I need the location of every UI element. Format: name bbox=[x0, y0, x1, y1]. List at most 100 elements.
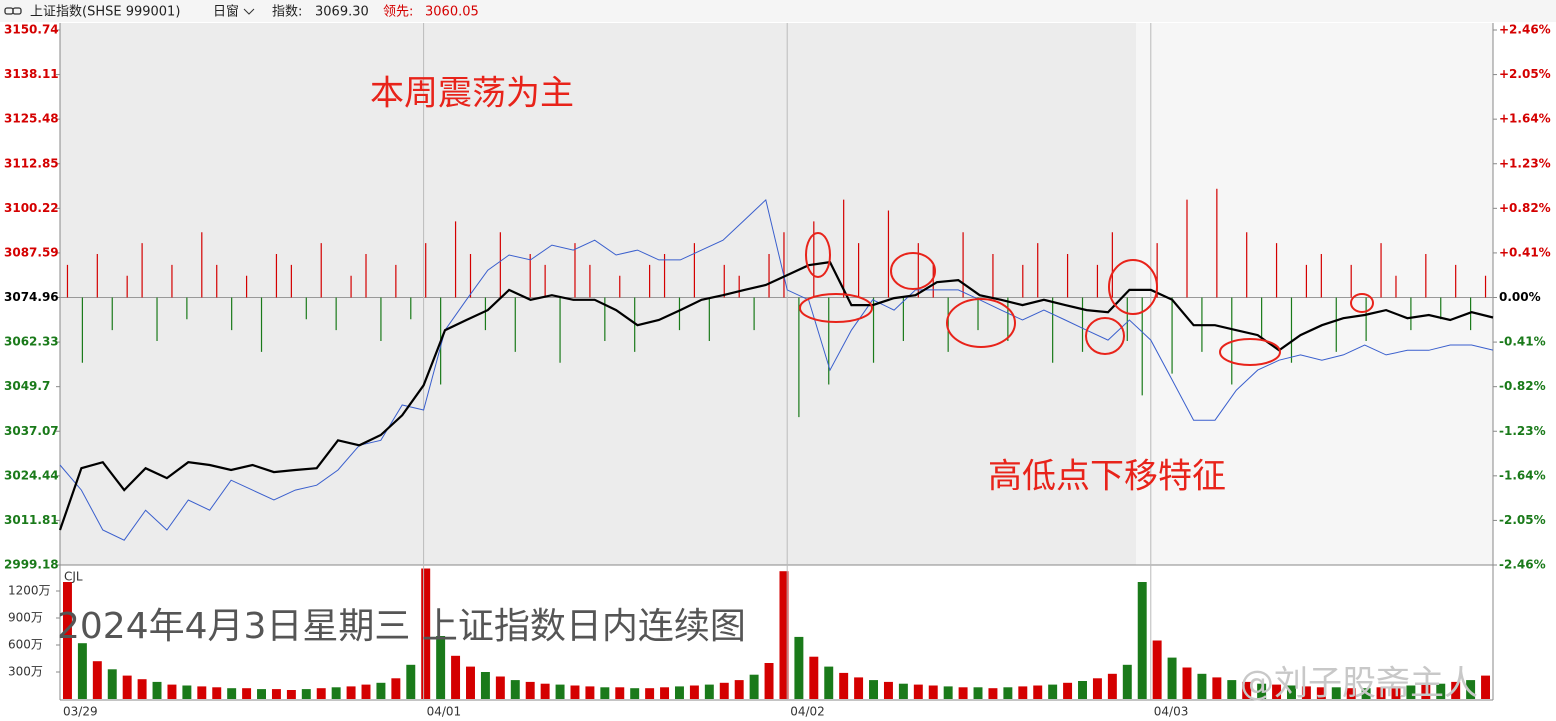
breadth-bar bbox=[1261, 297, 1263, 341]
volume-bar bbox=[1003, 687, 1013, 699]
volume-bar bbox=[62, 582, 72, 699]
volume-bar bbox=[495, 676, 505, 699]
chart-title: 2024年4月3日星期三 上证指数日内连续图 bbox=[57, 606, 746, 647]
breadth-bar bbox=[66, 264, 69, 298]
volume-bar bbox=[451, 655, 461, 699]
breadth-bar bbox=[589, 264, 591, 298]
volume-bar bbox=[1063, 682, 1073, 699]
volume-bar bbox=[1257, 683, 1267, 699]
index-label: 指数: bbox=[272, 5, 302, 20]
volume-bar bbox=[301, 689, 311, 699]
breadth-bar bbox=[678, 297, 681, 331]
volume-bar bbox=[689, 685, 699, 699]
x-tick-label: 04/02 bbox=[790, 705, 825, 719]
annotation: 高低点下移特征 bbox=[988, 457, 1226, 497]
volume-bar bbox=[1436, 683, 1446, 699]
breadth-bar bbox=[887, 210, 890, 298]
breadth-bar bbox=[1395, 275, 1397, 298]
breadth-bar bbox=[350, 275, 352, 298]
volume-bar bbox=[660, 687, 670, 699]
link-icon bbox=[4, 7, 22, 15]
breadth-bar bbox=[1007, 297, 1009, 341]
volume-bar bbox=[525, 681, 535, 699]
volume-tick-label: 1200万 bbox=[8, 584, 51, 598]
volume-bar bbox=[212, 687, 222, 699]
volume-bar bbox=[257, 689, 266, 699]
annotation: 本周震荡为主 bbox=[370, 74, 574, 114]
volume-bar bbox=[1242, 681, 1252, 699]
breadth-bar bbox=[843, 199, 845, 298]
volume-bar bbox=[1227, 680, 1237, 699]
x-tick-label: 03/29 bbox=[63, 705, 98, 719]
volume-bar bbox=[1421, 684, 1431, 699]
y2-tick-label: +1.64% bbox=[1499, 112, 1551, 126]
volume-bar bbox=[630, 688, 640, 699]
breadth-bar bbox=[544, 264, 546, 298]
y-tick-label: 3112.85 bbox=[4, 156, 59, 170]
volume-bar bbox=[376, 682, 386, 699]
volume-bar bbox=[779, 571, 789, 699]
breadth-bar bbox=[1096, 264, 1099, 298]
volume-bar bbox=[346, 686, 356, 699]
volume-bar bbox=[704, 684, 714, 699]
breadth-bar bbox=[1081, 297, 1084, 352]
breadth-bar bbox=[1037, 243, 1039, 298]
volume-bar bbox=[122, 675, 132, 699]
volume-bar bbox=[331, 687, 341, 699]
y2-tick-label: +0.82% bbox=[1499, 201, 1551, 215]
y-tick-label: 3037.07 bbox=[4, 424, 59, 438]
breadth-bar bbox=[260, 297, 263, 352]
breadth-bar bbox=[1216, 188, 1218, 298]
volume-bar bbox=[615, 687, 625, 699]
lead-label: 领先: bbox=[383, 5, 413, 20]
volume-bar bbox=[570, 685, 580, 699]
breadth-bar bbox=[723, 264, 725, 298]
breadth-bar bbox=[499, 232, 501, 298]
breadth-bar bbox=[365, 254, 367, 298]
breadth-bar bbox=[1171, 297, 1173, 374]
volume-bar bbox=[898, 683, 908, 699]
volume-bar bbox=[1197, 673, 1207, 699]
breadth-bar bbox=[126, 275, 128, 298]
breadth-bar bbox=[992, 254, 994, 298]
volume-tick-label: 300万 bbox=[8, 665, 43, 679]
breadth-bar bbox=[395, 264, 397, 298]
volume-bar bbox=[869, 680, 879, 699]
volume-bar bbox=[271, 689, 281, 699]
volume-bar bbox=[1272, 684, 1282, 699]
breadth-bar bbox=[245, 275, 248, 298]
volume-bar bbox=[809, 656, 819, 699]
breadth-bar bbox=[1350, 264, 1352, 298]
breadth-bar bbox=[290, 264, 292, 298]
watermark: @刘子股斋主人 bbox=[1240, 664, 1478, 704]
volume-bar bbox=[182, 685, 192, 699]
volume-bar bbox=[1481, 675, 1491, 699]
breadth-bar bbox=[574, 243, 576, 298]
volume-bar bbox=[137, 679, 147, 699]
y2-tick-label: -2.05% bbox=[1499, 513, 1546, 527]
breadth-bar bbox=[634, 297, 636, 352]
breadth-bar bbox=[1425, 254, 1427, 298]
breadth-bar bbox=[1141, 297, 1143, 396]
volume-bar bbox=[794, 636, 804, 699]
series-line bbox=[59, 198, 1494, 541]
breadth-bar bbox=[798, 297, 800, 418]
breadth-bar bbox=[186, 297, 188, 320]
volume-bar bbox=[480, 672, 490, 699]
volume-bar bbox=[1376, 687, 1386, 699]
dropdown-chevron[interactable] bbox=[243, 8, 255, 15]
window-selector[interactable]: 日窗 bbox=[213, 4, 239, 20]
breadth-bar bbox=[872, 297, 875, 363]
y2-tick-label: -0.41% bbox=[1499, 335, 1546, 349]
breadth-bar bbox=[171, 264, 173, 298]
breadth-bar bbox=[454, 221, 457, 298]
y2-tick-label: +0.41% bbox=[1499, 245, 1551, 259]
y-tick-label: 3011.81 bbox=[4, 513, 59, 527]
volume-bar bbox=[764, 663, 774, 699]
breadth-bar bbox=[902, 297, 904, 341]
volume-label: CJL bbox=[64, 570, 83, 584]
volume-bar bbox=[973, 687, 983, 699]
breadth-bar bbox=[1410, 297, 1412, 331]
volume-bar bbox=[1092, 678, 1102, 699]
